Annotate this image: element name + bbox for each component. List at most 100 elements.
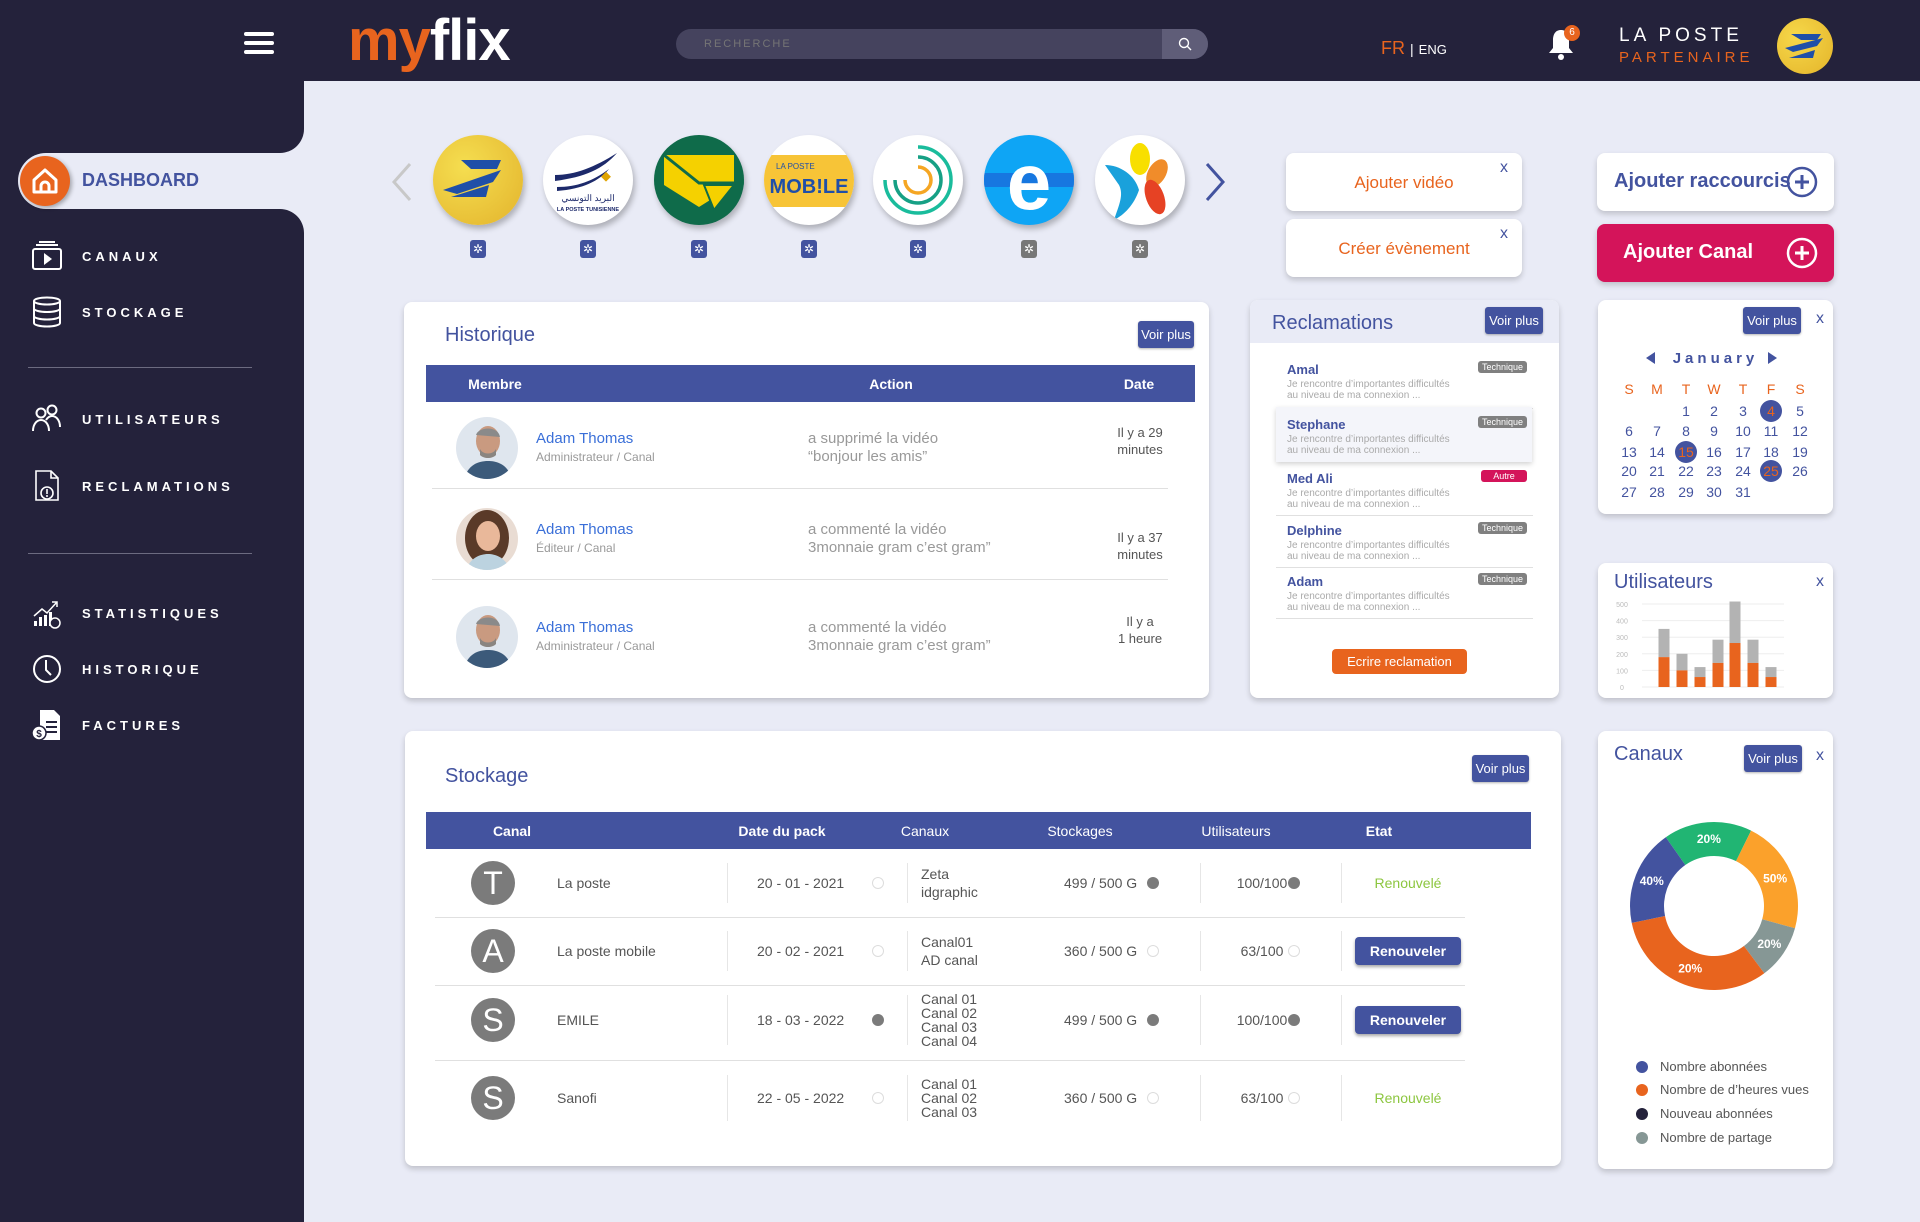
member-name[interactable]: Adam Thomas xyxy=(536,521,634,538)
renew-button[interactable]: Renouveler xyxy=(1355,937,1461,965)
calendar-day[interactable]: 6 xyxy=(1625,423,1633,439)
column-header[interactable]: Canal xyxy=(492,822,532,839)
calendar-day[interactable]: 5 xyxy=(1796,403,1804,419)
add-video-button[interactable]: Ajouter vidéo x xyxy=(1286,153,1522,211)
member-name[interactable]: Adam Thomas xyxy=(536,619,634,636)
donut-slice[interactable] xyxy=(1630,837,1686,923)
column-header[interactable]: Date xyxy=(1123,375,1155,392)
carousel-prev-button[interactable] xyxy=(390,160,414,204)
sidebar-item-factures[interactable]: $ FACTURES xyxy=(0,705,304,745)
lang-eng[interactable]: ENG xyxy=(1418,42,1447,57)
calendar-day[interactable]: 9 xyxy=(1710,423,1718,439)
channel-settings-gear-icon[interactable]: ✲ xyxy=(1132,240,1148,258)
sidebar-item-statistiques[interactable]: STATISTIQUES xyxy=(0,593,304,633)
calendar-day[interactable]: 23 xyxy=(1706,463,1722,479)
renew-button[interactable]: Renouveler xyxy=(1355,1006,1461,1034)
partner-avatar[interactable] xyxy=(1777,18,1833,74)
channel-settings-gear-icon[interactable]: ✲ xyxy=(580,240,596,258)
donut-slice[interactable] xyxy=(1631,916,1765,990)
channel-logo-poste-green[interactable] xyxy=(654,135,744,225)
column-header[interactable]: Membre xyxy=(468,375,522,392)
historique-voir-plus-button[interactable]: Voir plus xyxy=(1138,321,1194,348)
calendar-day[interactable]: 27 xyxy=(1621,484,1637,500)
reclamations-voir-plus-button[interactable]: Voir plus xyxy=(1485,307,1543,334)
calendar-day[interactable]: 13 xyxy=(1621,444,1637,460)
column-header[interactable]: Utilisateurs xyxy=(1201,822,1271,839)
stockage-voir-plus-button[interactable]: Voir plus xyxy=(1472,755,1529,782)
table-row[interactable]: Adam Thomas Éditeur / Canal a commenté la … xyxy=(404,499,1209,580)
write-reclamation-button[interactable]: Ecrire reclamation xyxy=(1332,649,1467,674)
channel-logo-e[interactable]: e xyxy=(984,135,1074,225)
calendar-day[interactable]: 2 xyxy=(1710,403,1718,419)
calendar-day[interactable]: 28 xyxy=(1649,484,1665,500)
calendar-day[interactable]: 31 xyxy=(1735,484,1751,500)
calendar-day[interactable]: 15 xyxy=(1675,441,1697,463)
calendar-day[interactable]: 24 xyxy=(1735,463,1751,479)
add-channel-button[interactable]: Ajouter Canal xyxy=(1597,224,1834,282)
calendar-day[interactable]: 8 xyxy=(1682,423,1690,439)
calendar-day[interactable]: 29 xyxy=(1678,484,1694,500)
sidebar-item-historique[interactable]: HISTORIQUE xyxy=(0,649,304,689)
lang-fr[interactable]: FR xyxy=(1381,38,1405,58)
reclamation-item[interactable]: Med Ali Je rencontre d’importantes diffic… xyxy=(1250,465,1559,517)
sidebar-item-reclamations[interactable]: RECLAMATIONS xyxy=(0,466,304,506)
calendar-day[interactable]: 22 xyxy=(1678,463,1694,479)
sidebar-item-canaux[interactable]: CANAUX xyxy=(0,236,304,276)
add-shortcut-button[interactable]: Ajouter raccourcis xyxy=(1597,153,1834,211)
search-input[interactable] xyxy=(704,29,1144,59)
myflix-logo[interactable]: myflix xyxy=(348,8,511,73)
channel-logo-flower[interactable] xyxy=(1095,135,1185,225)
calendar-day[interactable]: 26 xyxy=(1792,463,1808,479)
notification-bell[interactable]: 6 xyxy=(1546,25,1580,63)
reclamation-item[interactable]: Amal Je rencontre d’importantes difficult… xyxy=(1250,356,1559,409)
reclamation-item[interactable]: Stephane Je rencontre d’importantes diffi… xyxy=(1250,407,1559,463)
calendar-day[interactable]: 12 xyxy=(1792,423,1808,439)
table-row[interactable]: Adam Thomas Administrateur / Canal a suppr… xyxy=(404,408,1209,489)
close-icon[interactable]: x xyxy=(1816,573,1824,590)
table-row[interactable]: A La poste mobile 20 - 02 - 2021 Canal01 AD … xyxy=(405,919,1561,986)
channel-settings-gear-icon[interactable]: ✲ xyxy=(470,240,486,258)
sidebar-item-utilisateurs[interactable]: UTILISATEURS xyxy=(0,399,304,439)
channel-settings-gear-icon[interactable]: ✲ xyxy=(691,240,707,258)
sidebar-item-dashboard[interactable]: DASHBOARD xyxy=(18,153,304,209)
channel-logo-la-poste-tunisienne[interactable]: البريد التونسي LA POSTE TUNISIENNE xyxy=(543,135,633,225)
channel-logo-spiral[interactable] xyxy=(873,135,963,225)
channel-settings-gear-icon[interactable]: ✲ xyxy=(910,240,926,258)
calendar-day[interactable]: 11 xyxy=(1763,423,1779,439)
hamburger-menu-icon[interactable] xyxy=(244,32,274,56)
donut-slice[interactable] xyxy=(1736,830,1798,929)
table-row[interactable]: Adam Thomas Administrateur / Canal a comme… xyxy=(404,597,1209,677)
calendar-day[interactable]: 10 xyxy=(1735,423,1751,439)
search-bar[interactable] xyxy=(676,29,1208,59)
calendar-day[interactable]: 16 xyxy=(1706,444,1722,460)
calendar-day[interactable]: 19 xyxy=(1792,444,1808,460)
reclamation-item[interactable]: Delphine Je rencontre d’importantes diffi… xyxy=(1250,517,1559,569)
channel-settings-gear-icon[interactable]: ✲ xyxy=(801,240,817,258)
close-icon[interactable]: x xyxy=(1500,159,1508,176)
carousel-next-button[interactable] xyxy=(1203,160,1227,204)
table-row[interactable]: T La poste 20 - 01 - 2021 Zeta idgraphic 499 … xyxy=(405,851,1561,918)
next-month-button[interactable] xyxy=(1768,352,1777,364)
channel-settings-gear-icon[interactable]: ✲ xyxy=(1021,240,1037,258)
column-header[interactable]: Etat xyxy=(1365,822,1393,839)
reclamation-item[interactable]: Adam Je rencontre d’importantes difficult… xyxy=(1250,568,1559,620)
table-row[interactable]: S EMILE 18 - 03 - 2022 Canal 01 Canal 02 Cana… xyxy=(405,983,1561,1061)
canaux-voir-plus-button[interactable]: Voir plus xyxy=(1744,745,1802,772)
channel-logo-la-poste-mobile[interactable]: LA POSTE MOB!LE xyxy=(764,135,854,225)
column-header[interactable]: Action xyxy=(869,375,913,392)
close-icon[interactable]: x xyxy=(1500,225,1508,242)
calendar-day[interactable]: 4 xyxy=(1760,400,1782,422)
table-row[interactable]: S Sanofi 22 - 05 - 2022 Canal 01 Canal 02 Can… xyxy=(405,1063,1561,1133)
prev-month-button[interactable] xyxy=(1646,352,1655,364)
donut-slice[interactable] xyxy=(1743,919,1795,974)
calendar-day[interactable]: 21 xyxy=(1649,463,1665,479)
column-header[interactable]: Stockages xyxy=(1047,822,1113,839)
calendar-day[interactable]: 3 xyxy=(1739,403,1747,419)
create-event-button[interactable]: Créer évènement x xyxy=(1286,219,1522,277)
calendar-day[interactable]: 14 xyxy=(1649,444,1665,460)
calendar-day[interactable]: 30 xyxy=(1706,484,1722,500)
close-icon[interactable]: x xyxy=(1816,747,1824,764)
calendar-day[interactable]: 17 xyxy=(1735,444,1751,460)
member-name[interactable]: Adam Thomas xyxy=(536,430,634,447)
sidebar-item-stockage[interactable]: STOCKAGE xyxy=(0,292,304,332)
